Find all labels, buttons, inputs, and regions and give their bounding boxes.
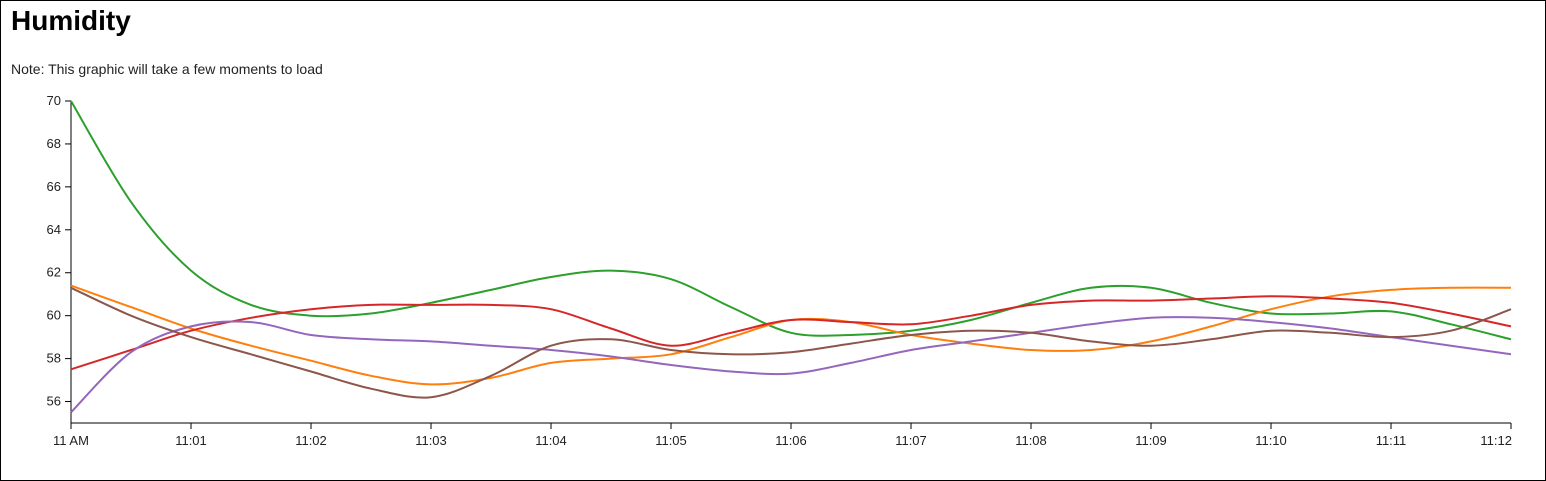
x-tick-label: 11:04 <box>535 433 567 448</box>
x-tick-label: 11:02 <box>295 433 327 448</box>
x-tick-label: 11:07 <box>895 433 927 448</box>
x-tick-label: 11:10 <box>1255 433 1287 448</box>
series-line-5 <box>70 286 1512 399</box>
x-tick-label: 11:12 <box>1480 433 1512 448</box>
series-lines <box>70 100 1512 414</box>
y-tick-label: 56 <box>47 394 61 409</box>
x-tick-label: 11:01 <box>175 433 207 448</box>
x-tick-label: 11:09 <box>1135 433 1167 448</box>
x-tick-label: 11 AM <box>53 433 89 448</box>
loading-note: Note: This graphic will take a few momen… <box>11 61 323 77</box>
y-tick-label: 66 <box>47 179 61 194</box>
page-title: Humidity <box>11 5 131 36</box>
x-tick-label: 11:03 <box>415 433 447 448</box>
y-tick-label: 62 <box>47 265 61 280</box>
series-line-3 <box>70 295 1512 371</box>
y-tick-label: 70 <box>47 93 61 108</box>
series-line-4 <box>70 316 1512 414</box>
x-tick-label: 11:11 <box>1376 433 1407 448</box>
x-tick-label: 11:06 <box>775 433 807 448</box>
x-axis: 11 AM 11:01 11:02 11:03 11:04 11:05 11:06 11:07… <box>53 422 1512 448</box>
x-tick-label: 11:05 <box>655 433 687 448</box>
y-axis: 56 58 60 62 64 66 68 70 <box>47 93 72 423</box>
y-tick-label: 60 <box>47 308 61 323</box>
series-line-2 <box>70 284 1512 386</box>
y-tick-label: 68 <box>47 136 61 151</box>
x-tick-label: 11:08 <box>1015 433 1047 448</box>
y-tick-label: 58 <box>47 351 61 366</box>
y-tick-label: 64 <box>47 222 61 237</box>
